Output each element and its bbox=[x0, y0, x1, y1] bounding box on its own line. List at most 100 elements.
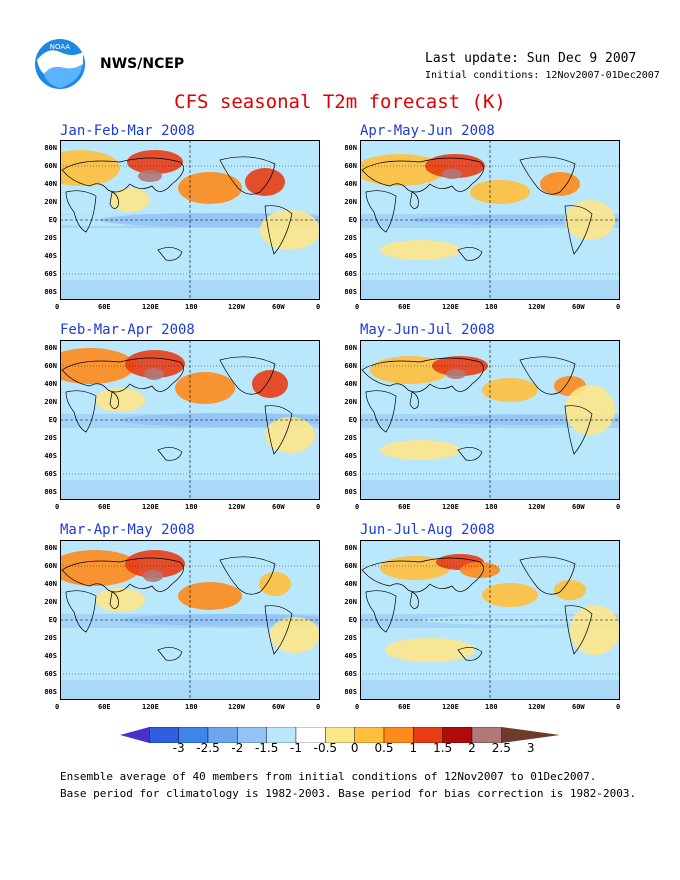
longitude-label: 0 bbox=[55, 503, 60, 511]
temperature-anomaly-map bbox=[60, 140, 320, 300]
longitude-label: 60W bbox=[572, 303, 585, 311]
colorbar-tick-label: 2 bbox=[468, 741, 476, 755]
latitude-label: 40N bbox=[344, 580, 357, 588]
longitude-label: 0 bbox=[55, 703, 60, 711]
colorbar-tick-label: 1 bbox=[409, 741, 418, 755]
longitude-label: 60E bbox=[398, 503, 411, 511]
longitude-label: 60W bbox=[572, 503, 585, 511]
colorbar-tick-label: 1.5 bbox=[433, 741, 453, 755]
longitude-label: 0 bbox=[316, 303, 321, 311]
latitude-label: 80N bbox=[44, 544, 57, 552]
longitude-label: 120W bbox=[228, 703, 245, 711]
longitude-label: 120E bbox=[442, 503, 459, 511]
longitude-label: 180 bbox=[485, 703, 498, 711]
footer-line-2: Base period for climatology is 1982-2003… bbox=[60, 787, 637, 800]
latitude-label: 80N bbox=[344, 344, 357, 352]
panel-title-jfm: Jan-Feb-Mar 2008 bbox=[60, 123, 195, 139]
longitude-label: 0 bbox=[55, 303, 60, 311]
colorbar-arrow-low bbox=[120, 727, 150, 743]
longitude-label: 0 bbox=[616, 703, 621, 711]
latitude-label: EQ bbox=[48, 616, 57, 624]
latitude-label: 20N bbox=[344, 598, 357, 606]
latitude-label: 20N bbox=[344, 198, 357, 206]
panel-title-amj: Apr-May-Jun 2008 bbox=[360, 123, 495, 139]
map-panel-amj bbox=[360, 140, 620, 300]
map-panel-mjj bbox=[360, 340, 620, 500]
longitude-label: 180 bbox=[485, 303, 498, 311]
longitude-label: 60E bbox=[98, 703, 111, 711]
longitude-label: 120W bbox=[528, 303, 545, 311]
longitude-label: 180 bbox=[485, 503, 498, 511]
colorbar-tick-label: -2 bbox=[231, 741, 244, 755]
longitude-label: 120W bbox=[228, 503, 245, 511]
longitude-label: 120E bbox=[142, 703, 159, 711]
colorbar-tick-label: 3 bbox=[526, 741, 535, 755]
longitude-label: 120E bbox=[142, 503, 159, 511]
latitude-label: 40S bbox=[44, 252, 57, 260]
map-panel-jfm bbox=[60, 140, 320, 300]
latitude-label: 60S bbox=[44, 270, 57, 278]
latitude-label: EQ bbox=[48, 416, 57, 424]
longitude-label: 120E bbox=[142, 303, 159, 311]
longitude-label: 0 bbox=[316, 703, 321, 711]
latitude-label: 40S bbox=[44, 652, 57, 660]
latitude-label: 40S bbox=[44, 452, 57, 460]
latitude-label: EQ bbox=[48, 216, 57, 224]
latitude-label: 80S bbox=[44, 688, 57, 696]
latitude-label: 20N bbox=[44, 198, 57, 206]
latitude-label: 80N bbox=[44, 344, 57, 352]
latitude-label: 20N bbox=[44, 398, 57, 406]
colorbar bbox=[120, 727, 560, 743]
latitude-label: 20N bbox=[44, 598, 57, 606]
longitude-label: 60W bbox=[572, 703, 585, 711]
longitude-label: 60E bbox=[98, 503, 111, 511]
initial-conditions-text: Initial conditions: 12Nov2007-01Dec2007 bbox=[425, 70, 660, 81]
longitude-label: 60E bbox=[398, 303, 411, 311]
colorbar-tick-label: -1.5 bbox=[254, 741, 279, 755]
latitude-label: 20N bbox=[344, 398, 357, 406]
temperature-anomaly-map bbox=[360, 540, 620, 700]
latitude-label: EQ bbox=[348, 216, 357, 224]
map-panel-jja bbox=[360, 540, 620, 700]
colorbar-tick-label: 2.5 bbox=[491, 741, 511, 755]
temperature-anomaly-map bbox=[60, 540, 320, 700]
latitude-label: 40S bbox=[344, 452, 357, 460]
agency-name: NWS/NCEP bbox=[100, 56, 185, 72]
latitude-label: 60N bbox=[44, 362, 57, 370]
longitude-label: 60W bbox=[272, 303, 285, 311]
longitude-label: 60W bbox=[272, 503, 285, 511]
latitude-label: 80S bbox=[44, 288, 57, 296]
latitude-label: 80N bbox=[44, 144, 57, 152]
latitude-label: 40N bbox=[44, 180, 57, 188]
last-update-text: Last update: Sun Dec 9 2007 bbox=[425, 51, 637, 66]
longitude-label: 60E bbox=[398, 703, 411, 711]
longitude-label: 0 bbox=[355, 503, 360, 511]
longitude-label: 0 bbox=[616, 303, 621, 311]
latitude-label: 60N bbox=[344, 362, 357, 370]
longitude-label: 0 bbox=[316, 503, 321, 511]
temperature-anomaly-map bbox=[360, 140, 620, 300]
latitude-label: 20S bbox=[344, 234, 357, 242]
colorbar-tick-label: -2.5 bbox=[196, 741, 220, 755]
panel-title-jja: Jun-Jul-Aug 2008 bbox=[360, 522, 495, 538]
longitude-label: 180 bbox=[185, 303, 198, 311]
longitude-label: 120E bbox=[442, 703, 459, 711]
latitude-label: 40N bbox=[344, 380, 357, 388]
latitude-label: 20S bbox=[344, 434, 357, 442]
longitude-label: 60W bbox=[272, 703, 285, 711]
latitude-label: 40N bbox=[344, 180, 357, 188]
svg-text:NOAA: NOAA bbox=[50, 43, 71, 51]
longitude-label: 0 bbox=[616, 503, 621, 511]
latitude-label: 60S bbox=[344, 670, 357, 678]
longitude-label: 120W bbox=[528, 703, 545, 711]
longitude-label: 180 bbox=[185, 503, 198, 511]
colorbar-tick-label: -1 bbox=[290, 741, 302, 755]
colorbar-tick-label: -0.5 bbox=[313, 741, 338, 755]
latitude-label: EQ bbox=[348, 616, 357, 624]
longitude-label: 0 bbox=[355, 303, 360, 311]
latitude-label: 80S bbox=[344, 488, 357, 496]
latitude-label: 40N bbox=[44, 380, 57, 388]
latitude-label: 80N bbox=[344, 544, 357, 552]
panel-title-mjj: May-Jun-Jul 2008 bbox=[360, 322, 495, 338]
latitude-label: 40S bbox=[344, 252, 357, 260]
